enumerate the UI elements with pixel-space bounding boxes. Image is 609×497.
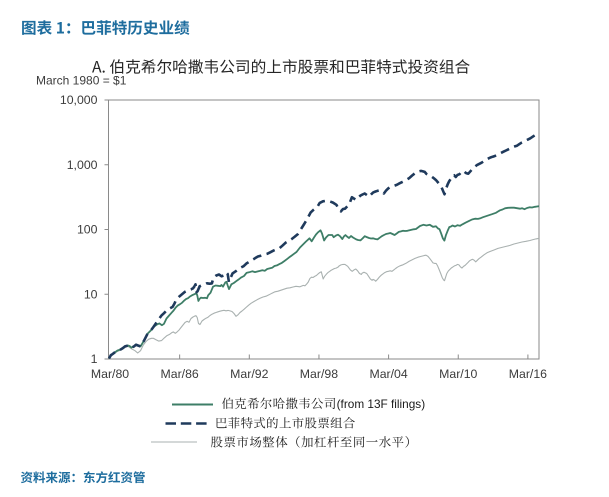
svg-text:图表 1：巴菲特历史业绩: 图表 1：巴菲特历史业绩	[21, 17, 190, 39]
svg-text:10,000: 10,000	[60, 93, 98, 107]
svg-text:Mar/86: Mar/86	[161, 367, 199, 381]
svg-text:Mar/92: Mar/92	[230, 367, 268, 381]
svg-text:1,000: 1,000	[67, 158, 98, 172]
svg-text:Mar/98: Mar/98	[300, 367, 338, 381]
svg-text:Mar/16: Mar/16	[509, 367, 547, 381]
svg-text:Mar/04: Mar/04	[369, 367, 407, 381]
svg-text:A. 伯克希尔哈撒韦公司的上市股票和巴菲特式投资组合: A. 伯克希尔哈撒韦公司的上市股票和巴菲特式投资组合	[92, 55, 471, 78]
svg-text:股票市场整体（加杠杆至同一水平）: 股票市场整体（加杠杆至同一水平）	[211, 433, 418, 451]
svg-text:100: 100	[77, 223, 98, 237]
svg-text:资料来源：东方红资管: 资料来源：东方红资管	[21, 467, 146, 486]
svg-text:10: 10	[84, 287, 98, 301]
svg-text:巴菲特式的上市股票组合: 巴菲特式的上市股票组合	[215, 414, 356, 432]
svg-text:伯克希尔哈撒韦公司(from 13F filings): 伯克希尔哈撒韦公司(from 13F filings)	[222, 394, 426, 412]
svg-text:Mar/80: Mar/80	[91, 367, 129, 381]
svg-text:Mar/10: Mar/10	[439, 367, 477, 381]
svg-text:1: 1	[91, 352, 98, 366]
svg-text:March 1980 = $1: March 1980 = $1	[36, 74, 127, 88]
